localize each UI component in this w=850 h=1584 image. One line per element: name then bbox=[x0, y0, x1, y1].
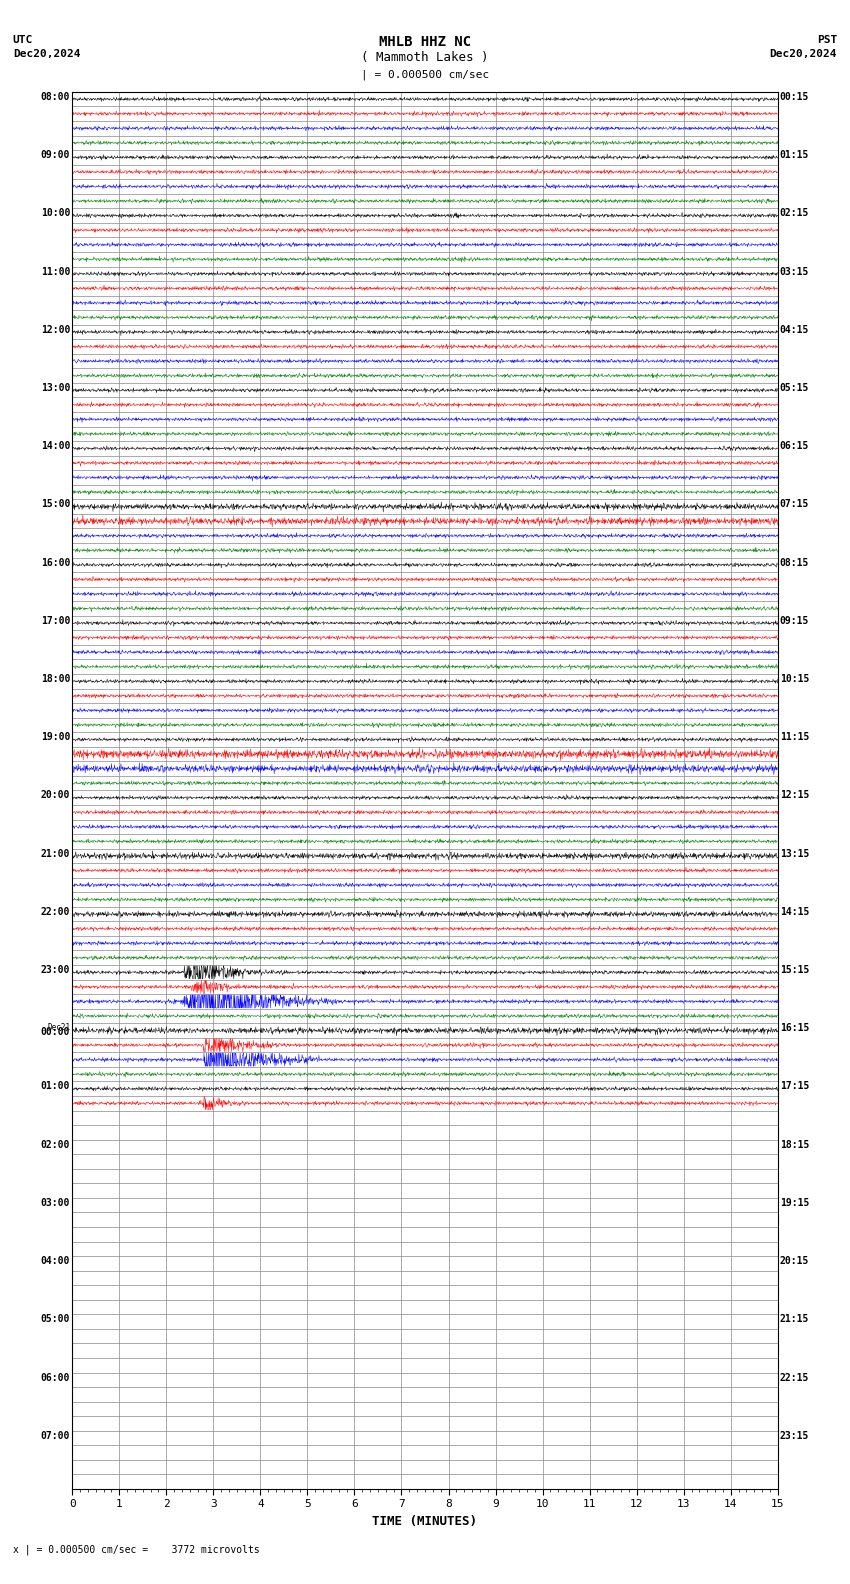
Text: 04:15: 04:15 bbox=[779, 325, 809, 334]
Text: 18:00: 18:00 bbox=[41, 673, 71, 684]
Text: Dec20,2024: Dec20,2024 bbox=[13, 49, 80, 59]
Text: 01:15: 01:15 bbox=[779, 150, 809, 160]
Text: 16:00: 16:00 bbox=[41, 558, 71, 567]
Text: MHLB HHZ NC: MHLB HHZ NC bbox=[379, 35, 471, 49]
Text: x | = 0.000500 cm/sec =    3772 microvolts: x | = 0.000500 cm/sec = 3772 microvolts bbox=[13, 1544, 259, 1555]
Text: 23:00: 23:00 bbox=[41, 965, 71, 976]
Text: 01:00: 01:00 bbox=[41, 1082, 71, 1091]
Text: 19:15: 19:15 bbox=[779, 1198, 809, 1209]
Text: 02:00: 02:00 bbox=[41, 1140, 71, 1150]
Text: 15:15: 15:15 bbox=[779, 965, 809, 976]
Text: 07:15: 07:15 bbox=[779, 499, 809, 510]
Text: 22:15: 22:15 bbox=[779, 1372, 809, 1383]
Text: 00:15: 00:15 bbox=[779, 92, 809, 101]
Text: 03:00: 03:00 bbox=[41, 1198, 71, 1209]
Text: 09:15: 09:15 bbox=[779, 616, 809, 626]
Text: 05:00: 05:00 bbox=[41, 1315, 71, 1324]
Text: 17:15: 17:15 bbox=[779, 1082, 809, 1091]
Text: 20:00: 20:00 bbox=[41, 790, 71, 800]
Text: UTC: UTC bbox=[13, 35, 33, 44]
Text: 02:15: 02:15 bbox=[779, 208, 809, 219]
Text: 21:00: 21:00 bbox=[41, 849, 71, 859]
X-axis label: TIME (MINUTES): TIME (MINUTES) bbox=[372, 1514, 478, 1529]
Text: 14:15: 14:15 bbox=[779, 906, 809, 917]
Text: 18:15: 18:15 bbox=[779, 1140, 809, 1150]
Text: ( Mammoth Lakes ): ( Mammoth Lakes ) bbox=[361, 51, 489, 63]
Text: 13:15: 13:15 bbox=[779, 849, 809, 859]
Text: Dec21: Dec21 bbox=[47, 1023, 71, 1033]
Text: 13:00: 13:00 bbox=[41, 383, 71, 393]
Text: 11:15: 11:15 bbox=[779, 732, 809, 743]
Text: 15:00: 15:00 bbox=[41, 499, 71, 510]
Text: 12:15: 12:15 bbox=[779, 790, 809, 800]
Text: 23:15: 23:15 bbox=[779, 1430, 809, 1441]
Text: 12:00: 12:00 bbox=[41, 325, 71, 334]
Text: 14:00: 14:00 bbox=[41, 440, 71, 451]
Text: 10:15: 10:15 bbox=[779, 673, 809, 684]
Text: 08:15: 08:15 bbox=[779, 558, 809, 567]
Text: 08:00: 08:00 bbox=[41, 92, 71, 101]
Text: 00:00: 00:00 bbox=[41, 1028, 71, 1038]
Text: 21:15: 21:15 bbox=[779, 1315, 809, 1324]
Text: 09:00: 09:00 bbox=[41, 150, 71, 160]
Text: Dec20,2024: Dec20,2024 bbox=[770, 49, 837, 59]
Text: 10:00: 10:00 bbox=[41, 208, 71, 219]
Text: 20:15: 20:15 bbox=[779, 1256, 809, 1266]
Text: 17:00: 17:00 bbox=[41, 616, 71, 626]
Text: 06:15: 06:15 bbox=[779, 440, 809, 451]
Text: 07:00: 07:00 bbox=[41, 1430, 71, 1441]
Text: 16:15: 16:15 bbox=[779, 1023, 809, 1033]
Text: | = 0.000500 cm/sec: | = 0.000500 cm/sec bbox=[361, 70, 489, 81]
Text: 05:15: 05:15 bbox=[779, 383, 809, 393]
Text: 06:00: 06:00 bbox=[41, 1372, 71, 1383]
Text: PST: PST bbox=[817, 35, 837, 44]
Text: 19:00: 19:00 bbox=[41, 732, 71, 743]
Text: 11:00: 11:00 bbox=[41, 266, 71, 277]
Text: 04:00: 04:00 bbox=[41, 1256, 71, 1266]
Text: 03:15: 03:15 bbox=[779, 266, 809, 277]
Text: 22:00: 22:00 bbox=[41, 906, 71, 917]
